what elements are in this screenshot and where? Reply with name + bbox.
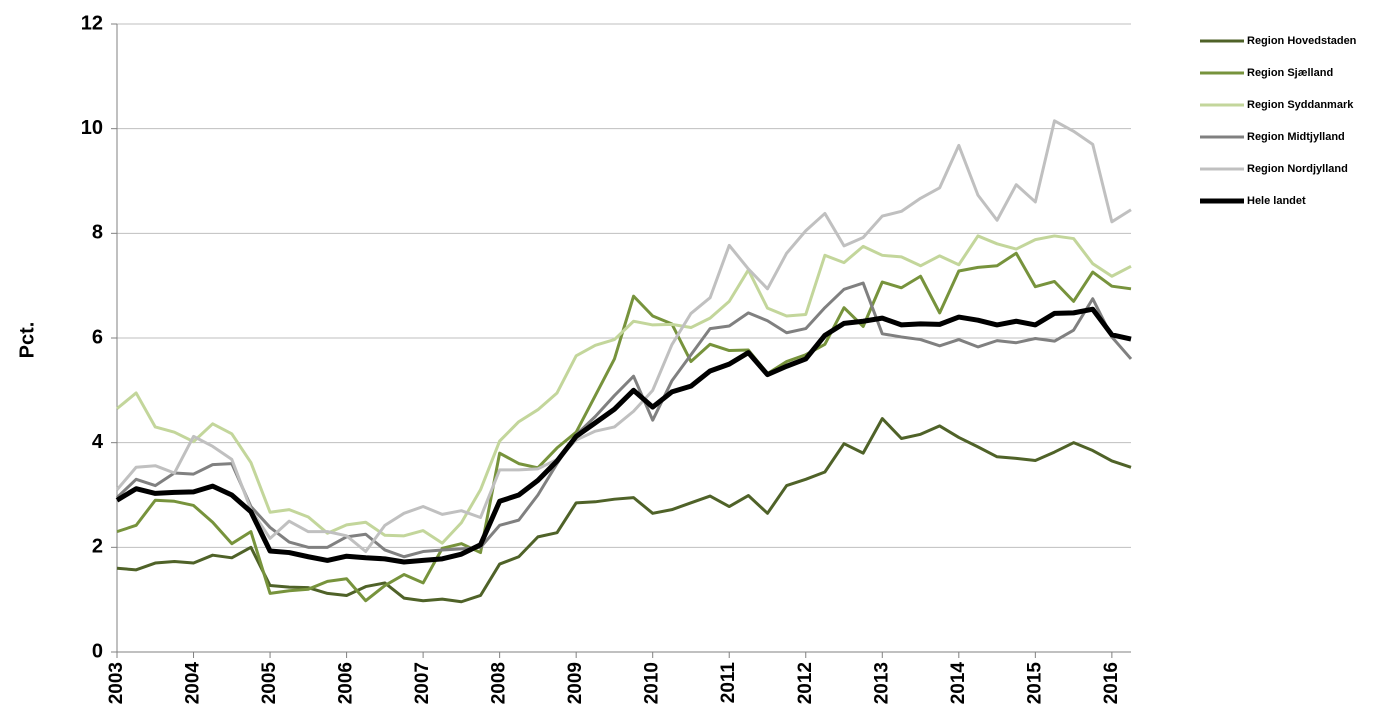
y-tick-label: 2: [92, 536, 103, 558]
legend-label: Region Nordjylland: [1247, 163, 1348, 175]
x-tick-label: 2005: [259, 662, 280, 705]
x-tick-label: 2007: [412, 662, 433, 704]
y-tick-label: 6: [92, 326, 103, 348]
series-line: [115, 306, 1132, 565]
x-tick-label: 2011: [718, 662, 739, 704]
x-tick-label: 2015: [1024, 662, 1045, 705]
x-tick-label: 2003: [106, 662, 127, 704]
y-tick-label: 8: [92, 222, 103, 244]
series-line: [115, 281, 1133, 559]
series-line: [115, 119, 1132, 554]
legend-label: Region Hovedstaden: [1247, 35, 1357, 47]
legend-label: Region Midtjylland: [1247, 131, 1345, 143]
series-line: [116, 251, 1132, 603]
y-tick-label: 4: [92, 431, 104, 453]
x-tick-label: 2013: [871, 662, 892, 704]
series-line: [116, 417, 1132, 604]
x-tick-label: 2006: [336, 662, 357, 704]
x-tick-label: 2009: [565, 662, 586, 704]
x-tick-label: 2008: [489, 662, 510, 704]
x-tick-label: 2012: [795, 662, 816, 704]
x-tick-label: 2004: [183, 662, 204, 705]
x-tick-label: 2016: [1101, 662, 1122, 704]
y-axis-label: Pct.: [16, 322, 38, 359]
legend-label: Hele landet: [1247, 195, 1306, 207]
y-tick-label: 12: [81, 12, 103, 34]
x-tick-label: 2010: [642, 662, 663, 704]
legend-label: Region Sjælland: [1247, 67, 1333, 79]
x-tick-label: 2014: [948, 662, 969, 705]
y-tick-label: 10: [81, 117, 103, 139]
series-line: [116, 234, 1132, 545]
legend-label: Region Syddanmark: [1247, 99, 1354, 111]
y-tick-label: 0: [92, 640, 103, 662]
